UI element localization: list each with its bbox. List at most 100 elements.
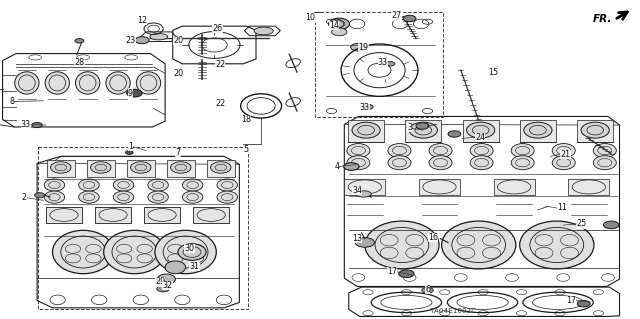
Text: 4: 4	[334, 162, 339, 171]
Ellipse shape	[347, 156, 370, 170]
Polygon shape	[348, 120, 384, 142]
Ellipse shape	[104, 230, 165, 274]
Ellipse shape	[470, 156, 493, 170]
Text: 31: 31	[189, 262, 200, 271]
Text: 24: 24	[475, 133, 485, 142]
Ellipse shape	[15, 72, 39, 94]
Text: FR.: FR.	[593, 13, 612, 24]
Ellipse shape	[511, 144, 534, 158]
Polygon shape	[166, 160, 195, 177]
Ellipse shape	[344, 163, 359, 170]
Ellipse shape	[552, 144, 575, 158]
Text: 19: 19	[358, 43, 369, 52]
Ellipse shape	[157, 274, 175, 284]
Text: 16: 16	[428, 233, 438, 242]
Ellipse shape	[329, 18, 349, 30]
Polygon shape	[144, 207, 180, 223]
Text: 18: 18	[241, 115, 251, 124]
Ellipse shape	[365, 221, 439, 269]
Ellipse shape	[593, 144, 616, 158]
Ellipse shape	[32, 122, 42, 128]
Ellipse shape	[410, 122, 438, 138]
Text: 7: 7	[175, 148, 180, 157]
Polygon shape	[568, 179, 609, 195]
Text: 6: 6	[425, 285, 430, 294]
Text: 10: 10	[305, 13, 316, 22]
Ellipse shape	[91, 162, 111, 173]
Ellipse shape	[511, 156, 534, 170]
Polygon shape	[95, 207, 131, 223]
Text: 17: 17	[566, 296, 576, 305]
Text: 3: 3	[407, 123, 412, 132]
Ellipse shape	[388, 144, 411, 158]
Ellipse shape	[352, 122, 380, 138]
Text: 27: 27	[392, 11, 402, 20]
Ellipse shape	[399, 270, 414, 278]
Text: 22: 22	[215, 60, 225, 69]
Polygon shape	[419, 179, 460, 195]
Ellipse shape	[347, 144, 370, 158]
Polygon shape	[207, 160, 235, 177]
Ellipse shape	[45, 72, 69, 94]
Text: 5: 5	[244, 145, 249, 154]
Ellipse shape	[416, 123, 429, 129]
Ellipse shape	[131, 162, 151, 173]
Text: 25: 25	[576, 219, 586, 228]
Ellipse shape	[524, 122, 552, 138]
Ellipse shape	[51, 162, 71, 173]
Text: 12: 12	[137, 16, 147, 25]
Ellipse shape	[593, 156, 616, 170]
Text: TA04E1002C: TA04E1002C	[430, 308, 476, 314]
Ellipse shape	[44, 179, 65, 191]
Ellipse shape	[44, 191, 65, 203]
Text: 17: 17	[387, 267, 397, 276]
Ellipse shape	[386, 62, 395, 66]
Ellipse shape	[35, 193, 45, 198]
Text: 21: 21	[561, 150, 571, 159]
Text: 13: 13	[352, 234, 362, 243]
Ellipse shape	[442, 221, 516, 269]
Text: 20: 20	[173, 69, 183, 78]
Ellipse shape	[113, 179, 134, 191]
Ellipse shape	[155, 230, 216, 274]
Text: 9: 9	[128, 89, 133, 98]
Ellipse shape	[470, 144, 493, 158]
Ellipse shape	[332, 28, 347, 36]
Ellipse shape	[170, 162, 191, 173]
Ellipse shape	[217, 179, 237, 191]
Polygon shape	[520, 120, 556, 142]
Ellipse shape	[403, 15, 416, 22]
Ellipse shape	[520, 221, 594, 269]
Text: 33: 33	[20, 120, 31, 129]
Text: 30: 30	[184, 244, 195, 253]
Text: 34: 34	[352, 186, 362, 195]
Text: 32: 32	[163, 281, 173, 290]
Polygon shape	[344, 179, 385, 195]
Polygon shape	[47, 160, 75, 177]
Polygon shape	[127, 160, 155, 177]
Ellipse shape	[52, 230, 114, 274]
Ellipse shape	[157, 286, 170, 292]
Text: 23: 23	[125, 36, 136, 45]
Text: 28: 28	[74, 58, 84, 67]
Ellipse shape	[76, 72, 100, 94]
Ellipse shape	[165, 261, 186, 274]
Polygon shape	[463, 120, 499, 142]
Ellipse shape	[448, 131, 461, 137]
Ellipse shape	[136, 72, 161, 94]
Ellipse shape	[422, 287, 433, 293]
Ellipse shape	[351, 43, 366, 51]
Text: 14: 14	[329, 21, 339, 30]
Ellipse shape	[211, 162, 231, 173]
Ellipse shape	[604, 221, 619, 229]
Polygon shape	[493, 179, 534, 195]
Ellipse shape	[355, 238, 374, 247]
Ellipse shape	[148, 179, 168, 191]
Polygon shape	[406, 120, 442, 142]
Text: 2: 2	[22, 193, 27, 202]
Ellipse shape	[429, 144, 452, 158]
Ellipse shape	[135, 37, 149, 44]
Ellipse shape	[552, 156, 575, 170]
Ellipse shape	[429, 156, 452, 170]
Text: 15: 15	[488, 68, 498, 77]
